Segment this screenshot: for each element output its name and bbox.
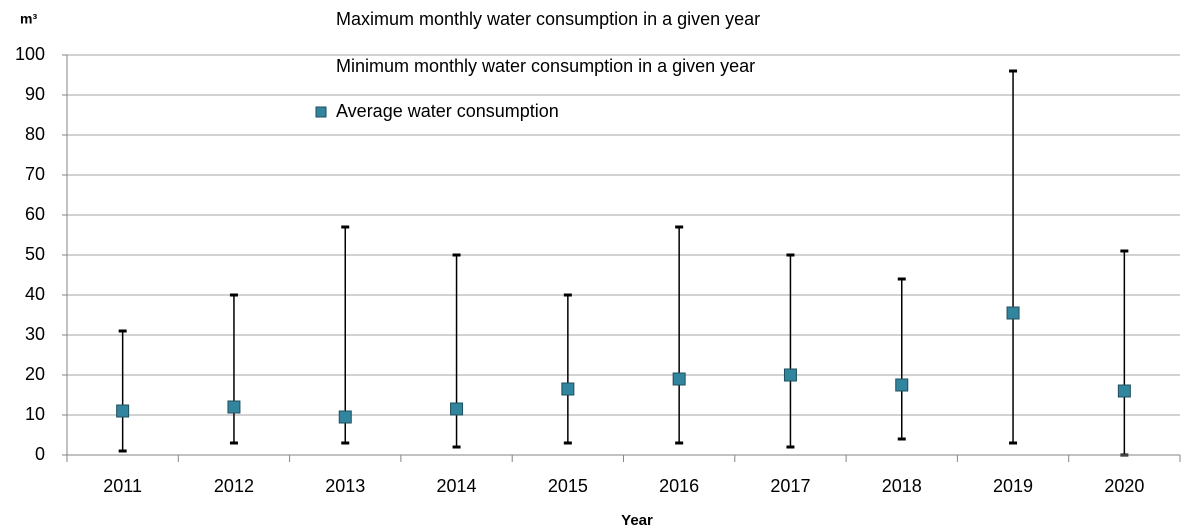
y-tick-label: 0 bbox=[35, 444, 45, 464]
x-tick-label: 2018 bbox=[882, 476, 922, 496]
y-tick-label: 70 bbox=[25, 164, 45, 184]
min-marker bbox=[118, 449, 127, 453]
average-marker bbox=[116, 404, 130, 418]
max-marker bbox=[118, 329, 127, 333]
legend-label: Average water consumption bbox=[336, 101, 559, 121]
min-marker bbox=[563, 441, 572, 445]
max-marker bbox=[786, 253, 795, 257]
y-tick-label: 40 bbox=[25, 284, 45, 304]
y-tick-label: 20 bbox=[25, 364, 45, 384]
y-tick-label: 10 bbox=[25, 404, 45, 424]
average-marker bbox=[672, 372, 686, 386]
x-tick-label: 2011 bbox=[103, 476, 142, 496]
average-marker bbox=[561, 382, 575, 396]
y-tick-label: 30 bbox=[25, 324, 45, 344]
legend-label: Maximum monthly water consumption in a g… bbox=[336, 9, 760, 29]
x-tick-label: 2020 bbox=[1104, 476, 1144, 496]
min-marker bbox=[1009, 441, 1018, 445]
x-tick-label: 2019 bbox=[993, 476, 1033, 496]
min-marker bbox=[229, 441, 238, 445]
x-tick-label: 2012 bbox=[214, 476, 254, 496]
y-tick-label: 60 bbox=[25, 204, 45, 224]
max-marker bbox=[452, 253, 461, 257]
max-marker bbox=[897, 277, 906, 281]
min-marker bbox=[341, 441, 350, 445]
x-tick-label: 2017 bbox=[770, 476, 810, 496]
min-marker bbox=[897, 437, 906, 441]
legend-label: Minimum monthly water consumption in a g… bbox=[336, 56, 755, 76]
average-marker bbox=[1006, 306, 1020, 320]
max-marker bbox=[1009, 69, 1018, 73]
y-tick-label: 50 bbox=[25, 244, 45, 264]
max-marker bbox=[341, 225, 350, 229]
average-marker bbox=[338, 410, 352, 424]
max-marker bbox=[229, 293, 238, 297]
average-marker bbox=[1117, 384, 1131, 398]
legend-marker bbox=[315, 106, 327, 118]
y-tick-label: 80 bbox=[25, 124, 45, 144]
x-tick-label: 2014 bbox=[437, 476, 477, 496]
min-marker bbox=[675, 441, 684, 445]
average-marker bbox=[783, 368, 797, 382]
x-tick-label: 2013 bbox=[325, 476, 365, 496]
max-marker bbox=[563, 293, 572, 297]
average-marker bbox=[895, 378, 909, 392]
y-axis-label: m³ bbox=[20, 11, 37, 27]
min-marker bbox=[452, 445, 461, 449]
x-tick-label: 2016 bbox=[659, 476, 699, 496]
max-marker bbox=[675, 225, 684, 229]
average-marker bbox=[227, 400, 241, 414]
y-tick-label: 90 bbox=[25, 84, 45, 104]
x-axis-label: Year bbox=[621, 512, 653, 529]
y-tick-label: 100 bbox=[15, 44, 45, 64]
max-marker bbox=[1120, 249, 1129, 253]
min-marker bbox=[786, 445, 795, 449]
x-tick-label: 2015 bbox=[548, 476, 588, 496]
average-marker bbox=[450, 402, 464, 416]
